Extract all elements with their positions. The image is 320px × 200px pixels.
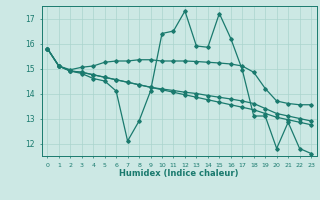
X-axis label: Humidex (Indice chaleur): Humidex (Indice chaleur) (119, 169, 239, 178)
